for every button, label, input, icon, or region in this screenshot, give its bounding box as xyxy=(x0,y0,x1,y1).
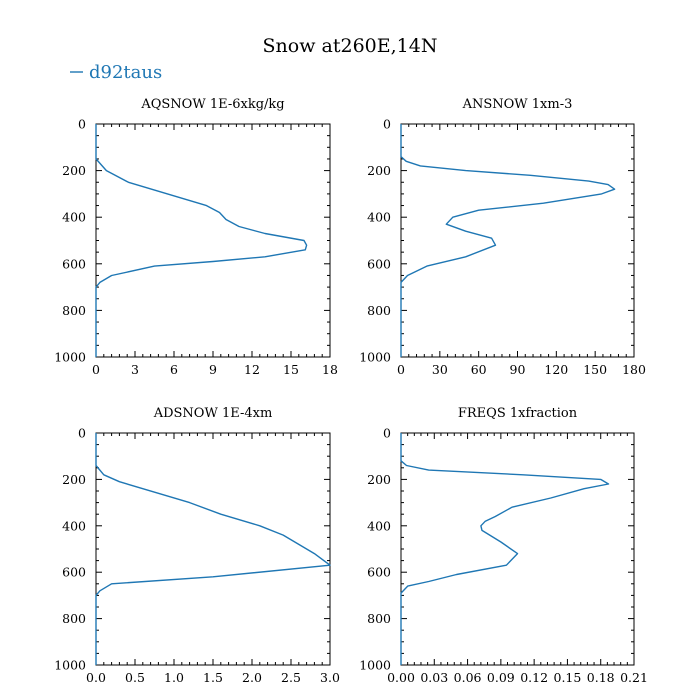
x-tick-label: 0.5 xyxy=(125,670,145,685)
series-line-d92taus xyxy=(95,124,308,357)
panel-4: FREQS 1xfraction 0.00 0.03 0.06 0.09 0.12 0.15… xyxy=(359,406,648,685)
y-tick-label: 0 xyxy=(78,426,86,441)
y-tick-label: 600 xyxy=(62,256,86,271)
y-tick-label: 0 xyxy=(383,426,391,441)
y-tick-label: 600 xyxy=(367,256,391,271)
x-tick-label: 60 xyxy=(471,362,487,377)
y-tick-label: 800 xyxy=(367,611,391,626)
y-tick-label: 1000 xyxy=(359,658,391,673)
y-tick-label: 1000 xyxy=(54,658,86,673)
x-tick-label: 150 xyxy=(583,362,607,377)
x-tick-label: 0.21 xyxy=(620,670,648,685)
series-line-d92taus xyxy=(400,433,610,665)
x-tick-label: 15 xyxy=(283,362,299,377)
x-tick-label: 30 xyxy=(432,362,448,377)
y-tick-label: 0 xyxy=(383,117,391,132)
x-tick-label: 0 xyxy=(397,362,405,377)
x-tick-label: 2.0 xyxy=(242,670,262,685)
plot-frame xyxy=(95,432,331,666)
x-tick-label: 0.03 xyxy=(420,670,448,685)
plot-frame xyxy=(400,123,635,358)
series-line-d92taus xyxy=(400,124,616,357)
y-tick-label: 600 xyxy=(367,565,391,580)
y-tick-label: 200 xyxy=(367,472,391,487)
x-tick-label: 1.0 xyxy=(164,670,184,685)
figure-title: Snow at260E,14N xyxy=(263,35,438,57)
legend: d92taus xyxy=(70,62,162,83)
x-tick-label: 0.06 xyxy=(454,670,482,685)
x-tick-label: 1.5 xyxy=(203,670,223,685)
legend-label: d92taus xyxy=(89,62,162,83)
plot-frame xyxy=(400,432,635,666)
x-tick-label: 0.15 xyxy=(554,670,582,685)
panel-1: AQSNOW 1E-6xkg/kg 0 3 6 9 12 15 18 0 200 400 600 800… xyxy=(54,97,338,377)
y-tick-label: 200 xyxy=(62,163,86,178)
panel-2: ANSNOW 1xm-3 0 30 60 90 120 150 180 0 200 400 600 80… xyxy=(359,97,646,377)
y-tick-label: 1000 xyxy=(54,350,86,365)
y-tick-label: 400 xyxy=(367,518,391,533)
x-tick-label: 180 xyxy=(622,362,646,377)
y-tick-label: 0 xyxy=(78,117,86,132)
y-tick-label: 200 xyxy=(62,472,86,487)
x-tick-label: 0.12 xyxy=(520,670,548,685)
panel-title: ADSNOW 1E-4xm xyxy=(153,406,273,421)
x-tick-label: 18 xyxy=(322,362,338,377)
y-tick-label: 400 xyxy=(62,518,86,533)
y-tick-label: 800 xyxy=(367,303,391,318)
y-tick-label: 400 xyxy=(367,210,391,225)
panel-title: AQSNOW 1E-6xkg/kg xyxy=(140,97,284,112)
x-tick-label: 0.09 xyxy=(487,670,515,685)
panel-title: ANSNOW 1xm-3 xyxy=(462,97,573,112)
panel-3: ADSNOW 1E-4xm 0.0 0.5 1.0 1.5 2.0 2.5 3.0 0 200 40… xyxy=(54,406,340,685)
x-tick-label: 3.0 xyxy=(320,670,340,685)
y-tick-label: 400 xyxy=(62,210,86,225)
y-tick-label: 1000 xyxy=(359,350,391,365)
y-tick-label: 200 xyxy=(367,163,391,178)
x-tick-label: 3 xyxy=(131,362,139,377)
plot-frame xyxy=(95,123,331,358)
x-tick-label: 90 xyxy=(510,362,526,377)
x-tick-label: 0.0 xyxy=(86,670,106,685)
x-tick-label: 2.5 xyxy=(281,670,301,685)
x-tick-label: 12 xyxy=(244,362,260,377)
y-tick-label: 800 xyxy=(62,611,86,626)
y-tick-label: 600 xyxy=(62,565,86,580)
x-tick-label: 6 xyxy=(170,362,178,377)
panel-title: FREQS 1xfraction xyxy=(458,406,578,421)
x-tick-label: 0.18 xyxy=(587,670,615,685)
x-tick-label: 0.00 xyxy=(387,670,415,685)
panels: AQSNOW 1E-6xkg/kg0 3 6 9 12 15 180200400600800… xyxy=(54,97,648,685)
x-tick-label: 9 xyxy=(209,362,217,377)
x-tick-label: 0 xyxy=(92,362,100,377)
y-tick-label: 800 xyxy=(62,303,86,318)
series-line-d92taus xyxy=(95,433,331,665)
x-tick-label: 120 xyxy=(544,362,568,377)
